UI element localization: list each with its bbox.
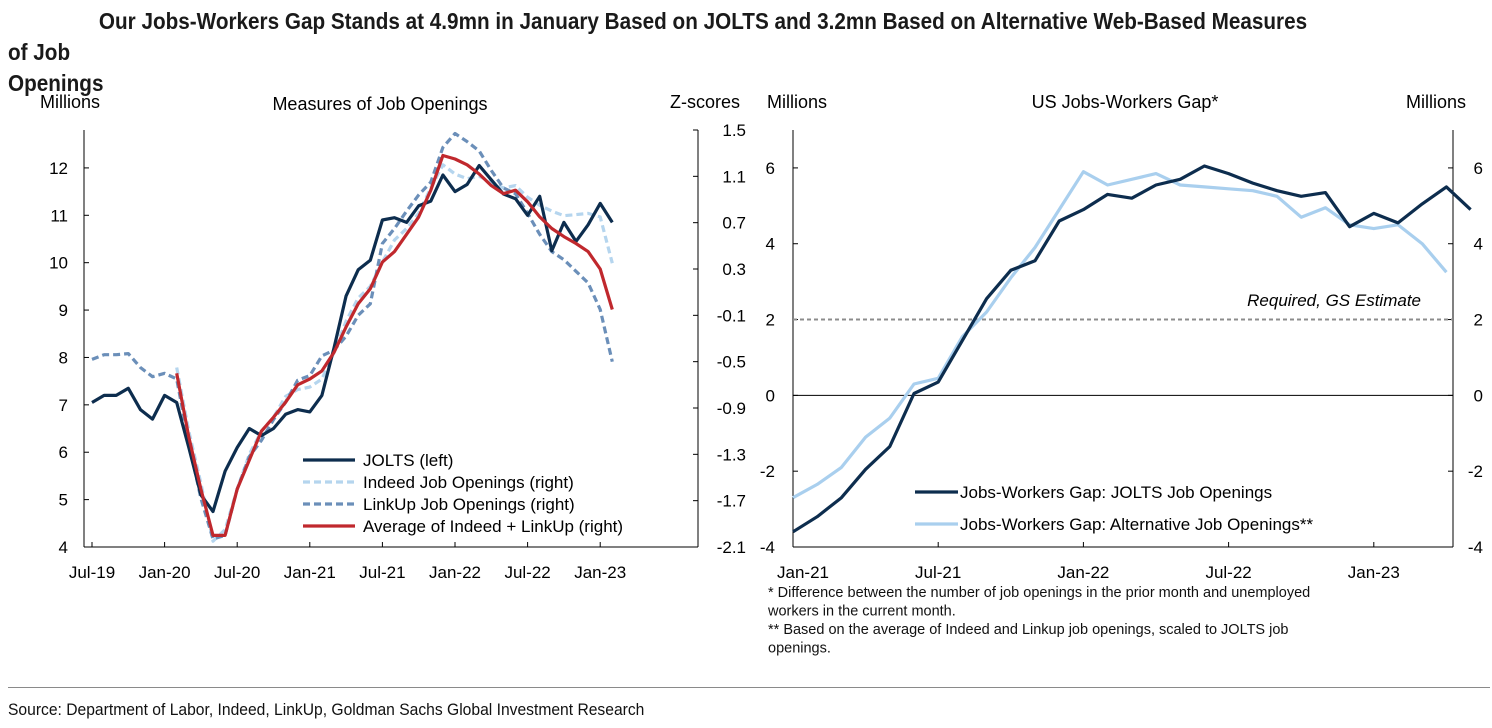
- legend-label: Average of Indeed + LinkUp (right): [363, 517, 623, 536]
- chart-title: Measures of Job Openings: [272, 94, 487, 114]
- legend-label: LinkUp Job Openings (right): [363, 495, 575, 514]
- series-line: [792, 170, 1448, 500]
- series-line: [792, 164, 1472, 534]
- right-tick-label: 2: [1474, 311, 1483, 330]
- x-tick-label: Jan-23: [574, 563, 626, 582]
- left-tick-label: 7: [59, 396, 68, 415]
- right-tick-label: -1.7: [717, 492, 746, 511]
- right-tick-label: -2.1: [717, 538, 746, 557]
- right-tick-label: -0.1: [717, 306, 746, 325]
- legend-label: Jobs-Workers Gap: JOLTS Job Openings: [960, 483, 1272, 502]
- right-axis-unit: Millions: [1406, 92, 1466, 112]
- left-tick-label: 9: [59, 301, 68, 320]
- series-line: [175, 163, 614, 543]
- legend-label: JOLTS (left): [363, 451, 453, 470]
- right-tick-label: -1.3: [717, 445, 746, 464]
- right-tick-label: 1.1: [722, 167, 746, 186]
- right-tick-label: 0.7: [722, 214, 746, 233]
- left-tick-label: 0: [766, 386, 775, 405]
- x-tick-label: Jul-19: [69, 563, 115, 582]
- left-tick-label: 4: [766, 235, 775, 254]
- footnote-line: workers in the current month.: [767, 604, 956, 620]
- footnote-line: openings.: [768, 641, 831, 657]
- x-tick-label: Jul-21: [915, 563, 961, 582]
- job-openings-chart: Millions Measures of Job Openings Z-scores…: [40, 92, 746, 582]
- left-tick-label: 10: [49, 254, 68, 273]
- x-tick-label: Jan-21: [284, 563, 336, 582]
- jobs-workers-gap-chart: Millions US Jobs-Workers Gap* Millions -4 -4…: [760, 92, 1483, 657]
- x-tick-label: Jul-22: [1205, 563, 1251, 582]
- right-tick-label: 1.5: [722, 121, 746, 140]
- x-tick-label: Jan-23: [1348, 563, 1400, 582]
- footnote-line: * Difference between the number of job o…: [768, 585, 1310, 601]
- right-tick-label: 6: [1474, 159, 1483, 178]
- right-tick-label: -4: [1468, 538, 1483, 557]
- right-tick-label: -0.5: [717, 353, 746, 372]
- right-tick-label: 4: [1474, 235, 1483, 254]
- left-tick-label: 5: [59, 491, 68, 510]
- title-line-1: Our Jobs-Workers Gap Stands at 4.9mn in …: [8, 8, 1308, 65]
- left-axis-unit: Millions: [767, 92, 827, 112]
- source-divider: [8, 687, 1490, 688]
- x-tick-label: Jul-20: [214, 563, 260, 582]
- x-tick-label: Jul-21: [359, 563, 405, 582]
- left-tick-label: 12: [49, 159, 68, 178]
- x-tick-label: Jan-22: [429, 563, 481, 582]
- right-tick-label: 0: [1474, 386, 1483, 405]
- source-note: Source: Department of Labor, Indeed, Lin…: [8, 700, 645, 719]
- left-axis-unit: Millions: [40, 92, 100, 112]
- left-tick-label: -2: [760, 462, 775, 481]
- left-tick-label: 11: [50, 206, 68, 225]
- right-axis-unit: Z-scores: [670, 92, 740, 112]
- title-line-2: Openings: [8, 70, 104, 96]
- series-line: [175, 153, 614, 537]
- left-tick-label: 2: [766, 311, 775, 330]
- left-tick-label: 6: [766, 159, 775, 178]
- left-tick-label: 4: [59, 538, 68, 557]
- x-tick-label: Jul-22: [504, 563, 550, 582]
- left-tick-label: 8: [59, 348, 68, 367]
- right-tick-label: -2: [1468, 462, 1483, 481]
- chart-title: US Jobs-Workers Gap*: [1032, 92, 1219, 112]
- x-tick-label: Jan-21: [777, 563, 829, 582]
- reference-line-label: Required, GS Estimate: [1247, 291, 1421, 310]
- right-tick-label: 0.3: [722, 260, 746, 279]
- footnote-line: ** Based on the average of Indeed and Li…: [768, 622, 1289, 638]
- page-title: Our Jobs-Workers Gap Stands at 4.9mn in …: [8, 6, 1331, 99]
- left-tick-label: -4: [760, 538, 775, 557]
- series-line: [91, 163, 614, 514]
- x-tick-label: Jan-22: [1057, 563, 1109, 582]
- legend-label: Jobs-Workers Gap: Alternative Job Openin…: [960, 515, 1313, 534]
- legend-label: Indeed Job Openings (right): [363, 473, 574, 492]
- left-tick-label: 6: [59, 443, 68, 462]
- right-tick-label: -0.9: [717, 399, 746, 418]
- x-tick-label: Jan-20: [139, 563, 191, 582]
